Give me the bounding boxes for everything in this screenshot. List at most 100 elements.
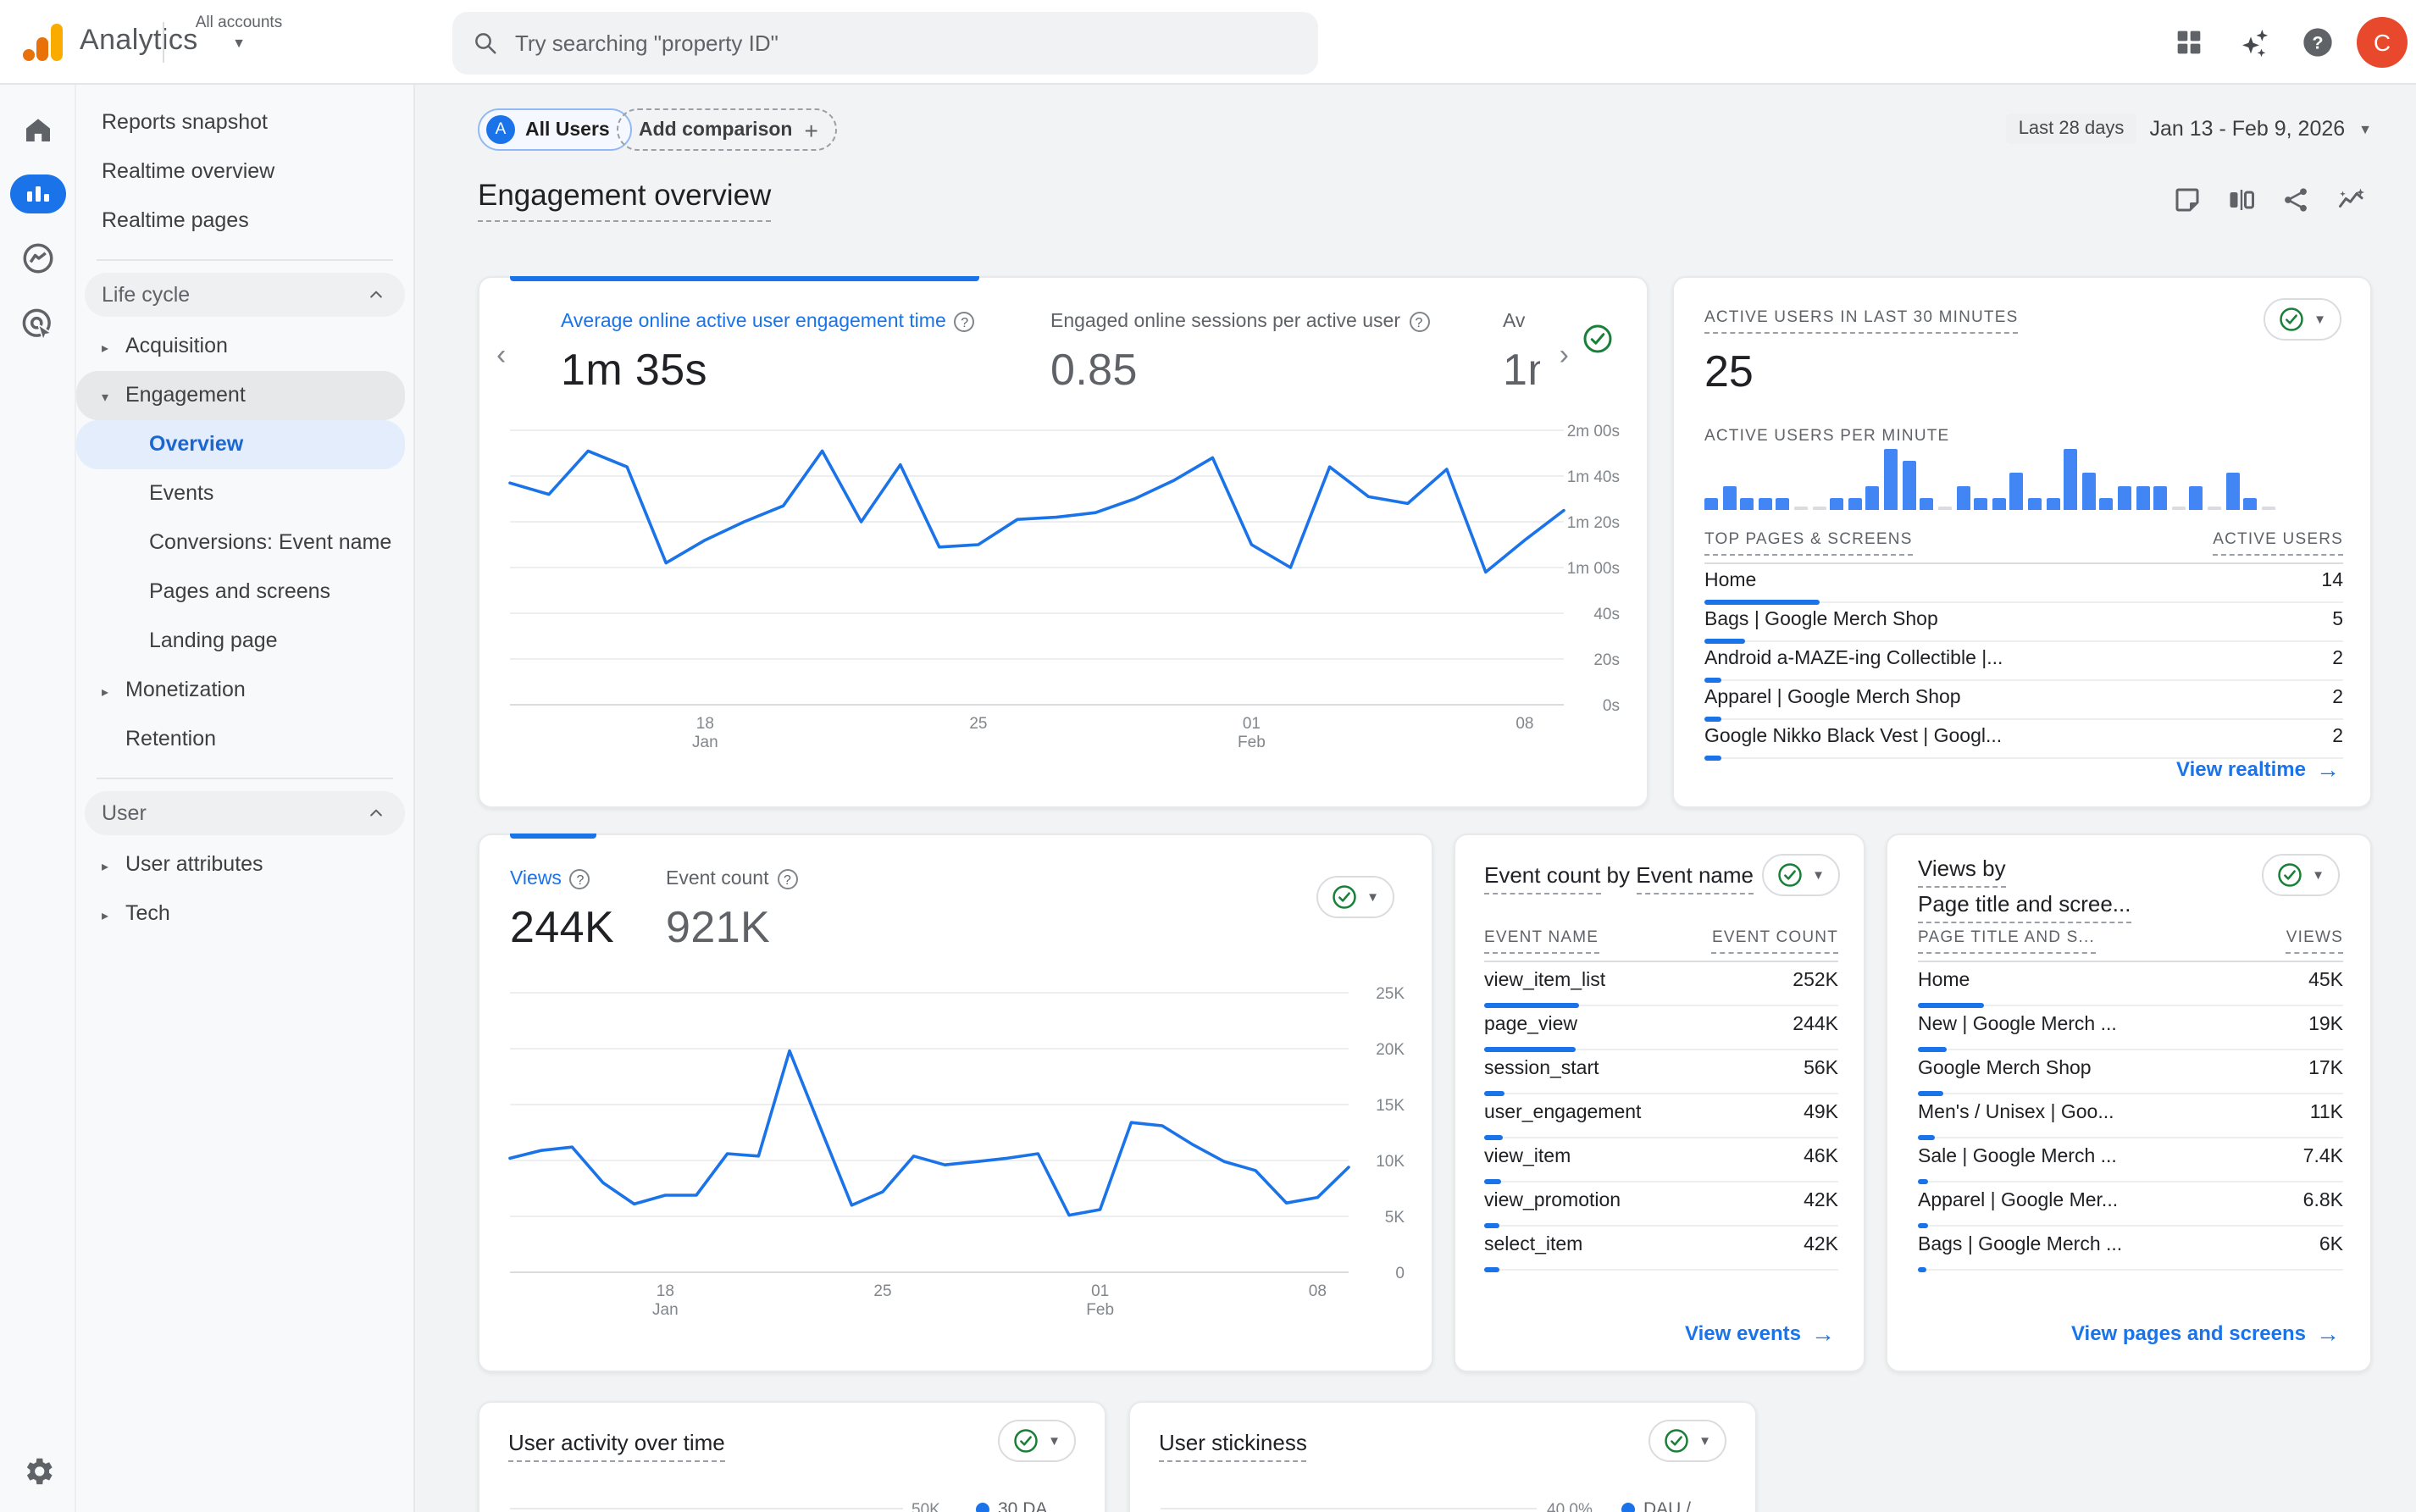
column-header[interactable]: PAGE TITLE AND S... <box>1918 928 2095 954</box>
check-circle-icon <box>2277 863 2301 887</box>
column-header[interactable]: EVENT COUNT <box>1711 928 1838 954</box>
sidebar-item-landing-page[interactable]: Landing page <box>149 629 278 652</box>
row-value: 6K <box>2319 1235 2343 1255</box>
notes-icon[interactable] <box>2172 185 2203 215</box>
admin-gear-icon[interactable] <box>20 1454 56 1489</box>
sidebar-item-user-attributes[interactable]: ▸ User attributes <box>76 840 413 889</box>
metric-avg-engagement-time[interactable]: Average online active user engagement ti… <box>561 312 975 396</box>
data-quality-dropdown[interactable]: ▼ <box>1648 1420 1726 1462</box>
card-title[interactable]: User stickiness <box>1159 1430 1307 1462</box>
row-name: view_item <box>1484 1147 1571 1167</box>
column-header[interactable]: VIEWS <box>2286 928 2343 954</box>
legend-item[interactable]: 30 DA <box>976 1499 1047 1512</box>
minute-bar <box>2136 485 2150 510</box>
reports-nav-active[interactable] <box>10 174 66 213</box>
sidebar-item-reports-snapshot[interactable]: Reports snapshot <box>102 110 268 134</box>
sidebar-item-conversions[interactable]: Conversions: Event name <box>149 530 392 554</box>
sidebar-item-realtime-overview[interactable]: Realtime overview <box>102 159 275 183</box>
sidebar-item-acquisition[interactable]: ▸ Acquisition <box>76 322 413 371</box>
sidebar-item-tech[interactable]: ▸ Tech <box>76 889 413 939</box>
chevron-down-icon: ▼ <box>232 36 246 51</box>
metric-value: 921K <box>666 901 771 952</box>
data-quality-dropdown[interactable]: ▼ <box>1316 876 1394 918</box>
row-value: 252K <box>1793 971 1838 991</box>
compare-icon[interactable] <box>2226 185 2257 215</box>
help-icon[interactable]: ? <box>2301 25 2335 59</box>
expand-right-icon: ▸ <box>102 684 109 700</box>
advertising-icon[interactable] <box>20 307 56 342</box>
row-bar <box>1918 1178 1929 1183</box>
metric-event-count[interactable]: Event count? 921K <box>666 869 798 954</box>
metric-engaged-sessions[interactable]: Engaged online sessions per active user?… <box>1050 312 1429 396</box>
carousel-prev-icon[interactable]: ‹ <box>496 339 507 371</box>
row-name: Home <box>1918 971 1970 991</box>
minute-bar <box>2027 497 2042 510</box>
sidebar-item-overview-selected[interactable]: Overview <box>76 420 405 469</box>
row-bar <box>1918 1002 1984 1007</box>
add-comparison-button[interactable]: Add comparison + <box>617 108 837 151</box>
svg-text:Feb: Feb <box>1086 1301 1114 1319</box>
sidebar-item-retention[interactable]: Retention <box>125 727 217 750</box>
legend-item[interactable]: DAU / <box>1621 1499 1691 1512</box>
data-quality-dropdown[interactable]: ▼ <box>1761 854 1840 896</box>
table-row: Android a-MAZE-ing Collectible |... 2 <box>1704 642 2343 682</box>
data-quality-dropdown[interactable]: ▼ <box>2261 854 2340 896</box>
account-switcher[interactable]: All accounts ▼ <box>180 14 298 51</box>
svg-text:5K: 5K <box>1385 1209 1405 1227</box>
minute-bar <box>1974 497 1988 510</box>
help-circle-icon[interactable]: ? <box>1409 312 1429 332</box>
segment-chip-all-users[interactable]: A All Users <box>478 108 632 151</box>
metric-views[interactable]: Views? 244K <box>510 869 615 952</box>
data-quality-dropdown[interactable]: ▼ <box>997 1420 1076 1462</box>
realtime-title[interactable]: ACTIVE USERS IN LAST 30 MINUTES <box>1704 308 2019 334</box>
table-row: Men's / Unisex | Goo... 11K <box>1918 1094 2343 1139</box>
view-realtime-link[interactable]: View realtime → <box>2176 756 2340 783</box>
help-circle-icon[interactable]: ? <box>777 869 798 889</box>
sidebar-item-realtime-pages[interactable]: Realtime pages <box>102 208 249 232</box>
sidebar-section-user[interactable]: User <box>85 791 405 835</box>
page-title[interactable]: Engagement overview <box>478 178 772 222</box>
sidebar-item-monetization[interactable]: ▸ Monetization <box>76 666 413 715</box>
sidebar-item-events[interactable]: Events <box>149 481 214 505</box>
view-pages-link[interactable]: View pages and screens → <box>2070 1320 2340 1347</box>
sidebar-item-pages-and-screens[interactable]: Pages and screens <box>149 579 331 603</box>
date-range-picker[interactable]: Last 28 days Jan 13 - Feb 9, 2026 ▼ <box>2006 114 2372 144</box>
minute-bar <box>2225 473 2240 510</box>
svg-text:1m 20s: 1m 20s <box>1567 514 1620 532</box>
svg-text:18: 18 <box>696 715 714 733</box>
metric-clipped[interactable]: Av 1m <box>1503 312 1540 395</box>
top-pages-table: TOP PAGES & SCREENS ACTIVE USERS Home 14 B… <box>1704 530 2343 760</box>
column-header[interactable]: ACTIVE USERS <box>2213 530 2343 556</box>
table-row: Apparel | Google Mer... 6.8K <box>1918 1182 2343 1227</box>
carousel-next-icon[interactable]: › <box>1559 339 1569 371</box>
apps-grid-icon[interactable] <box>2172 25 2206 59</box>
search-input[interactable]: Try searching "property ID" <box>452 12 1318 75</box>
svg-text:1m 40s: 1m 40s <box>1567 468 1620 486</box>
share-icon[interactable] <box>2280 185 2311 215</box>
legend-dot <box>976 1503 989 1512</box>
sidebar-item-engagement[interactable]: ▾ Engagement <box>76 371 405 420</box>
column-header[interactable]: TOP PAGES & SCREENS <box>1704 530 1913 556</box>
explore-icon[interactable] <box>20 241 56 276</box>
svg-text:15K: 15K <box>1376 1097 1405 1115</box>
data-quality-check-icon[interactable] <box>1582 324 1613 354</box>
column-header[interactable]: EVENT NAME <box>1484 928 1599 954</box>
help-circle-icon[interactable]: ? <box>569 869 590 889</box>
sidebar-section-life-cycle[interactable]: Life cycle <box>85 273 405 317</box>
card-title[interactable]: Event count by Event name <box>1484 862 1754 894</box>
gemini-sparkle-icon[interactable] <box>2238 25 2272 59</box>
user-avatar[interactable]: C <box>2357 17 2408 68</box>
help-circle-icon[interactable]: ? <box>954 312 975 332</box>
svg-text:10K: 10K <box>1376 1153 1405 1171</box>
card-title[interactable]: User activity over time <box>508 1430 725 1462</box>
check-circle-icon <box>1332 885 1355 909</box>
card-title[interactable]: Views by Page title and scree... <box>1918 856 2131 923</box>
analytics-logo-icon[interactable] <box>22 22 66 63</box>
segment-avatar: A <box>486 115 515 144</box>
insights-icon[interactable] <box>2336 185 2367 215</box>
home-icon[interactable] <box>20 112 56 147</box>
svg-text:25: 25 <box>969 715 987 733</box>
data-quality-dropdown[interactable]: ▼ <box>2263 298 2341 341</box>
view-events-link[interactable]: View events → <box>1685 1320 1835 1347</box>
